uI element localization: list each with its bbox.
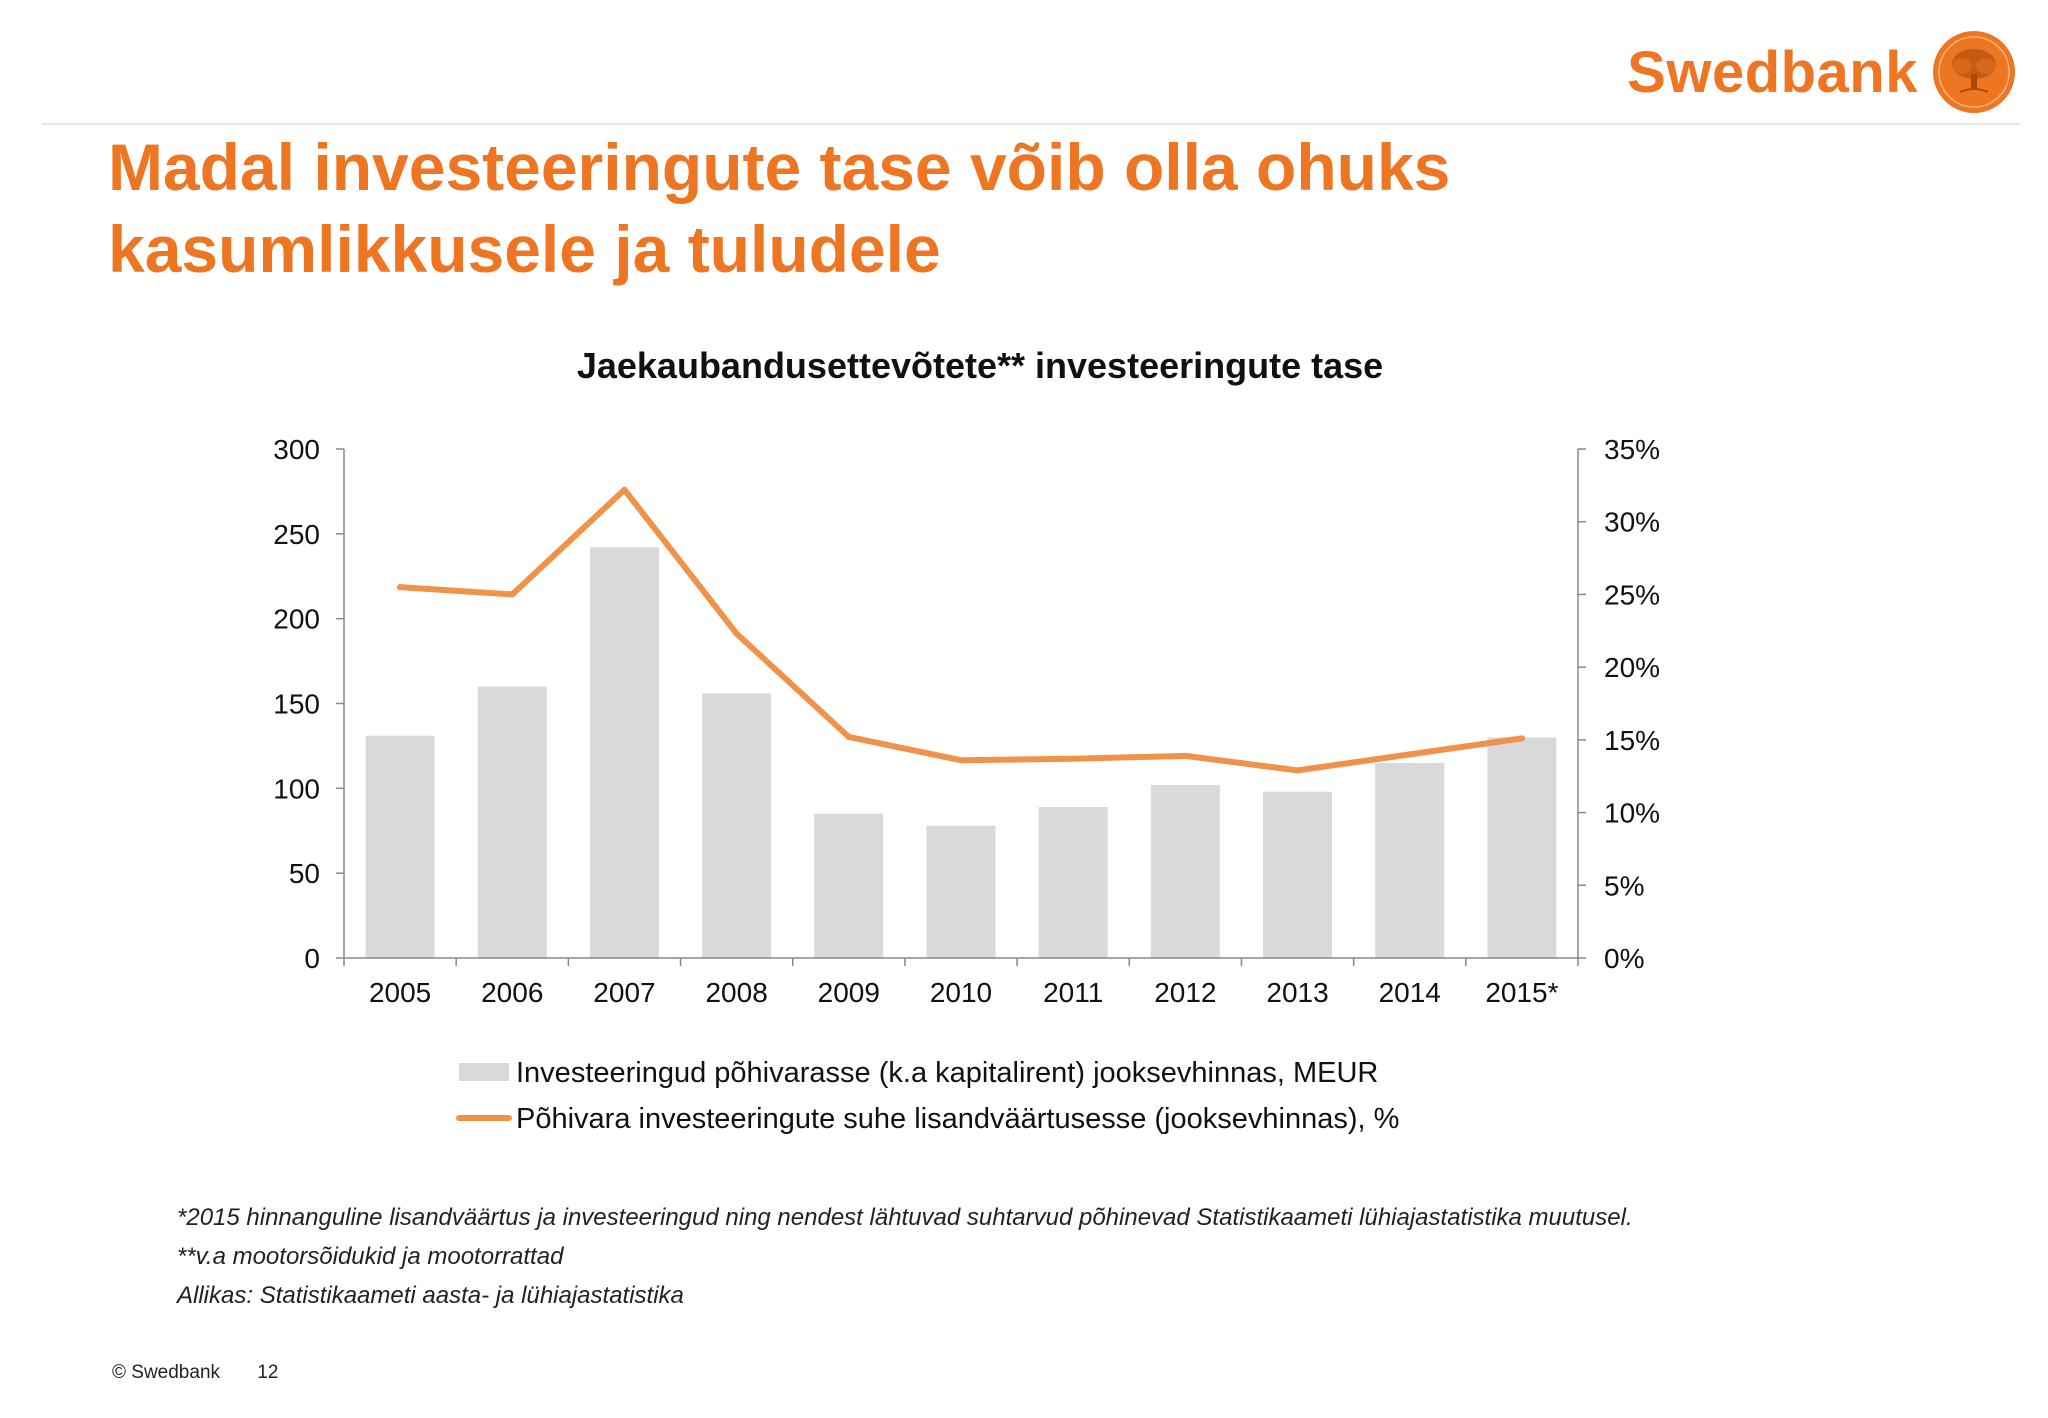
legend-bar-swatch	[459, 1063, 509, 1081]
ratio-point-2007	[621, 486, 628, 493]
logo-wordmark: Swedbank	[1627, 39, 1918, 105]
bar-2006	[477, 686, 547, 958]
y-left-tick-label: 0	[304, 943, 320, 974]
legend-bar-label: Investeeringud põhivarasse (k.a kapitali…	[516, 1057, 1378, 1089]
header-divider	[42, 123, 2020, 125]
bar-2005	[365, 735, 435, 958]
bar-2007	[589, 547, 659, 958]
x-tick-label: 2008	[705, 977, 767, 1008]
y-right-tick-label: 25%	[1604, 579, 1660, 610]
bar-2013	[1263, 791, 1333, 958]
x-tick-label: 2013	[1266, 977, 1328, 1008]
x-tick-label: 2005	[369, 977, 431, 1008]
y-right-tick-label: 20%	[1604, 652, 1660, 683]
footnote-source: Allikas: Statistikaameti aasta- ja lühia…	[177, 1282, 684, 1309]
x-tick-label: 2014	[1379, 977, 1441, 1008]
x-tick-label: 2010	[930, 977, 992, 1008]
ratio-point-2008	[733, 630, 740, 637]
ratio-point-2013	[1294, 767, 1301, 774]
oak-tree-seal-icon	[1933, 31, 2015, 113]
ratio-point-2012	[1182, 752, 1189, 759]
footer-copyright: © Swedbank	[112, 1362, 221, 1383]
ratio-point-2005	[397, 584, 404, 591]
x-tick-label: 2007	[593, 977, 655, 1008]
bar-2010	[926, 825, 996, 958]
y-left-tick-label: 250	[273, 519, 320, 550]
y-left-tick-label: 100	[273, 773, 320, 804]
ratio-point-2011	[1070, 755, 1077, 762]
y-left-tick-label: 150	[273, 689, 320, 720]
y-right-tick-label: 0%	[1604, 943, 1644, 974]
legend-line-label: Põhivara investeeringute suhe lisandväär…	[516, 1103, 1399, 1135]
ratio-point-2009	[845, 733, 852, 740]
bar-2015*	[1487, 737, 1557, 958]
footnote-exclusion: **v.a mootorsõidukid ja mootorrattad	[177, 1243, 564, 1270]
y-right-tick-label: 10%	[1604, 798, 1660, 829]
x-tick-label: 2011	[1043, 977, 1103, 1008]
x-tick-label: 2006	[481, 977, 543, 1008]
y-right-tick-label: 30%	[1604, 507, 1660, 538]
x-tick-label: 2015*	[1485, 977, 1558, 1008]
bar-2012	[1150, 784, 1220, 958]
chart-title: Jaekaubandusettevõtete** investeeringute…	[577, 345, 1383, 386]
bar-2011	[1038, 806, 1108, 958]
ratio-point-2014	[1406, 751, 1413, 758]
y-right-tick-label: 15%	[1604, 725, 1660, 756]
swedbank-logo: Swedbank	[1627, 30, 2016, 114]
y-right-tick-label: 5%	[1604, 870, 1644, 901]
ratio-line	[397, 486, 1525, 774]
x-tick-label: 2009	[818, 977, 880, 1008]
y-right-tick-label: 35%	[1604, 434, 1660, 465]
x-tick-label: 2012	[1154, 977, 1216, 1008]
footnotes: *2015 hinnanguline lisandväärtus ja inve…	[177, 1198, 1633, 1315]
page-number: 12	[257, 1362, 279, 1383]
footer: © Swedbank 12	[112, 1362, 310, 1384]
y-left-tick-label: 50	[289, 858, 320, 889]
bar-2008	[702, 693, 772, 958]
y-left-tick-label: 200	[273, 604, 320, 635]
ratio-point-2006	[509, 591, 516, 598]
bar-2009	[814, 813, 884, 958]
y-left-tick-label: 300	[273, 434, 320, 465]
footnote-estimate: *2015 hinnanguline lisandväärtus ja inve…	[177, 1204, 1633, 1231]
slide-title: Madal investeeringute tase võib olla ohu…	[108, 130, 1451, 286]
bar-2014	[1375, 762, 1445, 958]
ratio-point-2015*	[1518, 735, 1525, 742]
ratio-point-2010	[958, 757, 964, 764]
